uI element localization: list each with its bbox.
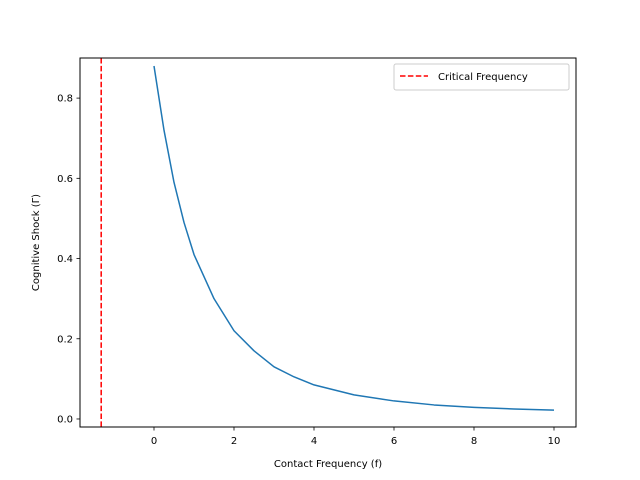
x-tick-label: 2 [231, 436, 237, 447]
x-tick-label: 10 [548, 436, 561, 447]
plot-area [100, 58, 555, 427]
y-tick-label: 0.0 [57, 414, 73, 425]
legend-label-critical-frequency: Critical Frequency [438, 72, 528, 83]
legend: Critical Frequency [393, 63, 570, 91]
x-tick-label: 4 [311, 436, 317, 447]
legend-box [393, 63, 570, 91]
x-axis-label: Contact Frequency (f) [274, 459, 382, 470]
y-tick-label: 0.6 [57, 174, 73, 185]
y-axis-label: Cognitive Shock (Γ) [31, 194, 42, 291]
series-line [153, 65, 555, 411]
y-tick-label: 0.8 [57, 94, 73, 105]
x-tick-label: 8 [471, 436, 477, 447]
y-tick-label: 0.4 [57, 254, 73, 265]
axes-frame [79, 57, 577, 428]
x-tick-label: 0 [151, 436, 157, 447]
y-axis: 0.0 0.2 0.4 0.6 0.8 [57, 94, 80, 425]
y-tick-label: 0.2 [57, 334, 73, 345]
x-axis: 0 2 4 6 8 10 [151, 427, 561, 447]
x-tick-label: 6 [391, 436, 397, 447]
